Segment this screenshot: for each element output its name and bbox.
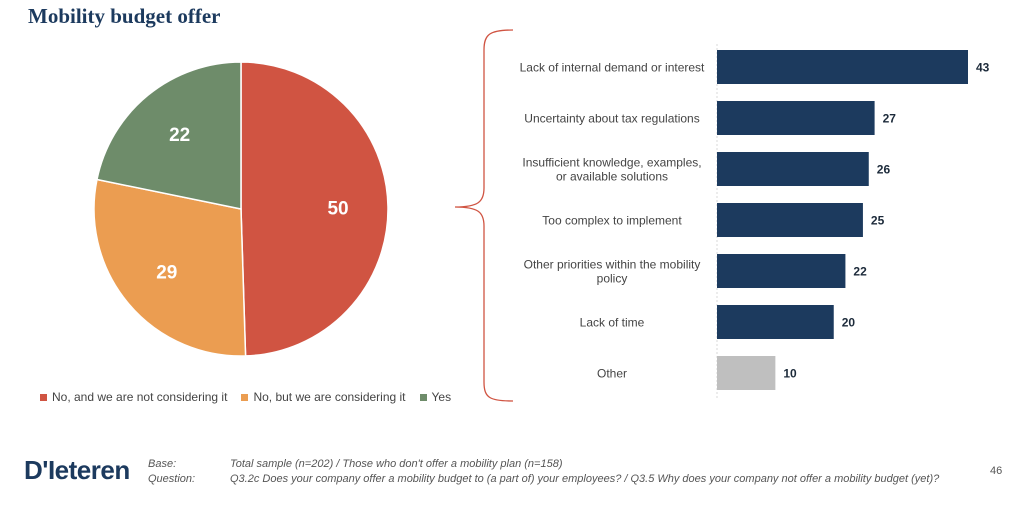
bar-category-label: Insufficient knowledge, examples, or avai…	[522, 156, 701, 184]
bar	[717, 254, 846, 288]
footer: D'Ieteren Base: Total sample (n=202) / T…	[0, 455, 1024, 525]
bar-category-label: Uncertainty about tax regulations	[524, 112, 699, 126]
bar-value-label: 10	[783, 367, 797, 381]
brace-connector	[454, 29, 514, 402]
bar-value-label: 43	[976, 61, 990, 75]
bar	[717, 50, 968, 84]
brand-logo: D'Ieteren	[24, 455, 130, 485]
bar	[717, 101, 875, 135]
bar-value-label: 27	[883, 112, 897, 126]
pie-chart: 50 29 22	[93, 61, 389, 357]
legend-item: No, and we are not considering it	[40, 390, 227, 404]
question-key: Question:	[148, 473, 196, 485]
pie-slice	[93, 178, 247, 357]
bar-category-label: Lack of internal demand or interest	[520, 61, 705, 75]
bar-value-label: 26	[877, 163, 891, 177]
legend-swatch	[40, 393, 47, 401]
question-value: Q3.2c Does your company offer a mobility…	[230, 473, 940, 485]
page-title: Mobility budget offer	[28, 4, 221, 28]
pie-legend: No, and we are not considering it No, but…	[40, 390, 451, 404]
bar-category-label: Too complex to implement	[542, 214, 682, 228]
pie-slice	[240, 61, 389, 357]
bar	[717, 356, 776, 390]
brace-path	[454, 29, 514, 402]
bar-value-label: 22	[853, 265, 867, 279]
legend-swatch	[241, 393, 249, 401]
bar-chart: 43 Lack of internal demand or interest 27 U…	[520, 44, 990, 398]
legend-label: Yes	[431, 390, 452, 404]
legend-label: No, and we are not considering it	[52, 390, 228, 404]
bar-value-label: 20	[842, 316, 856, 330]
pie-slice-label: 29	[156, 262, 177, 283]
pie-slice-label: 22	[169, 125, 190, 146]
bar-category-label: Other priorities within the mobility poli…	[524, 258, 701, 286]
bar-value-label: 25	[871, 214, 885, 228]
legend-swatch	[419, 393, 427, 401]
bar	[717, 305, 834, 339]
bar	[717, 152, 869, 186]
bar	[717, 203, 863, 237]
pie-slice	[96, 61, 242, 210]
legend-label: No, but we are considering it	[253, 390, 406, 404]
page-number: 46	[990, 465, 1003, 477]
legend-item: No, but we are considering it	[241, 390, 406, 404]
bar-category-label: Other	[597, 367, 627, 381]
base-key: Base:	[148, 458, 177, 470]
footer-meta: Base: Total sample (n=202) / Those who d…	[148, 458, 939, 488]
legend-item: Yes	[419, 390, 452, 404]
bar-category-label: Lack of time	[580, 316, 645, 330]
pie-slice-label: 50	[327, 198, 348, 219]
base-value: Total sample (n=202) / Those who don't o…	[230, 458, 563, 470]
